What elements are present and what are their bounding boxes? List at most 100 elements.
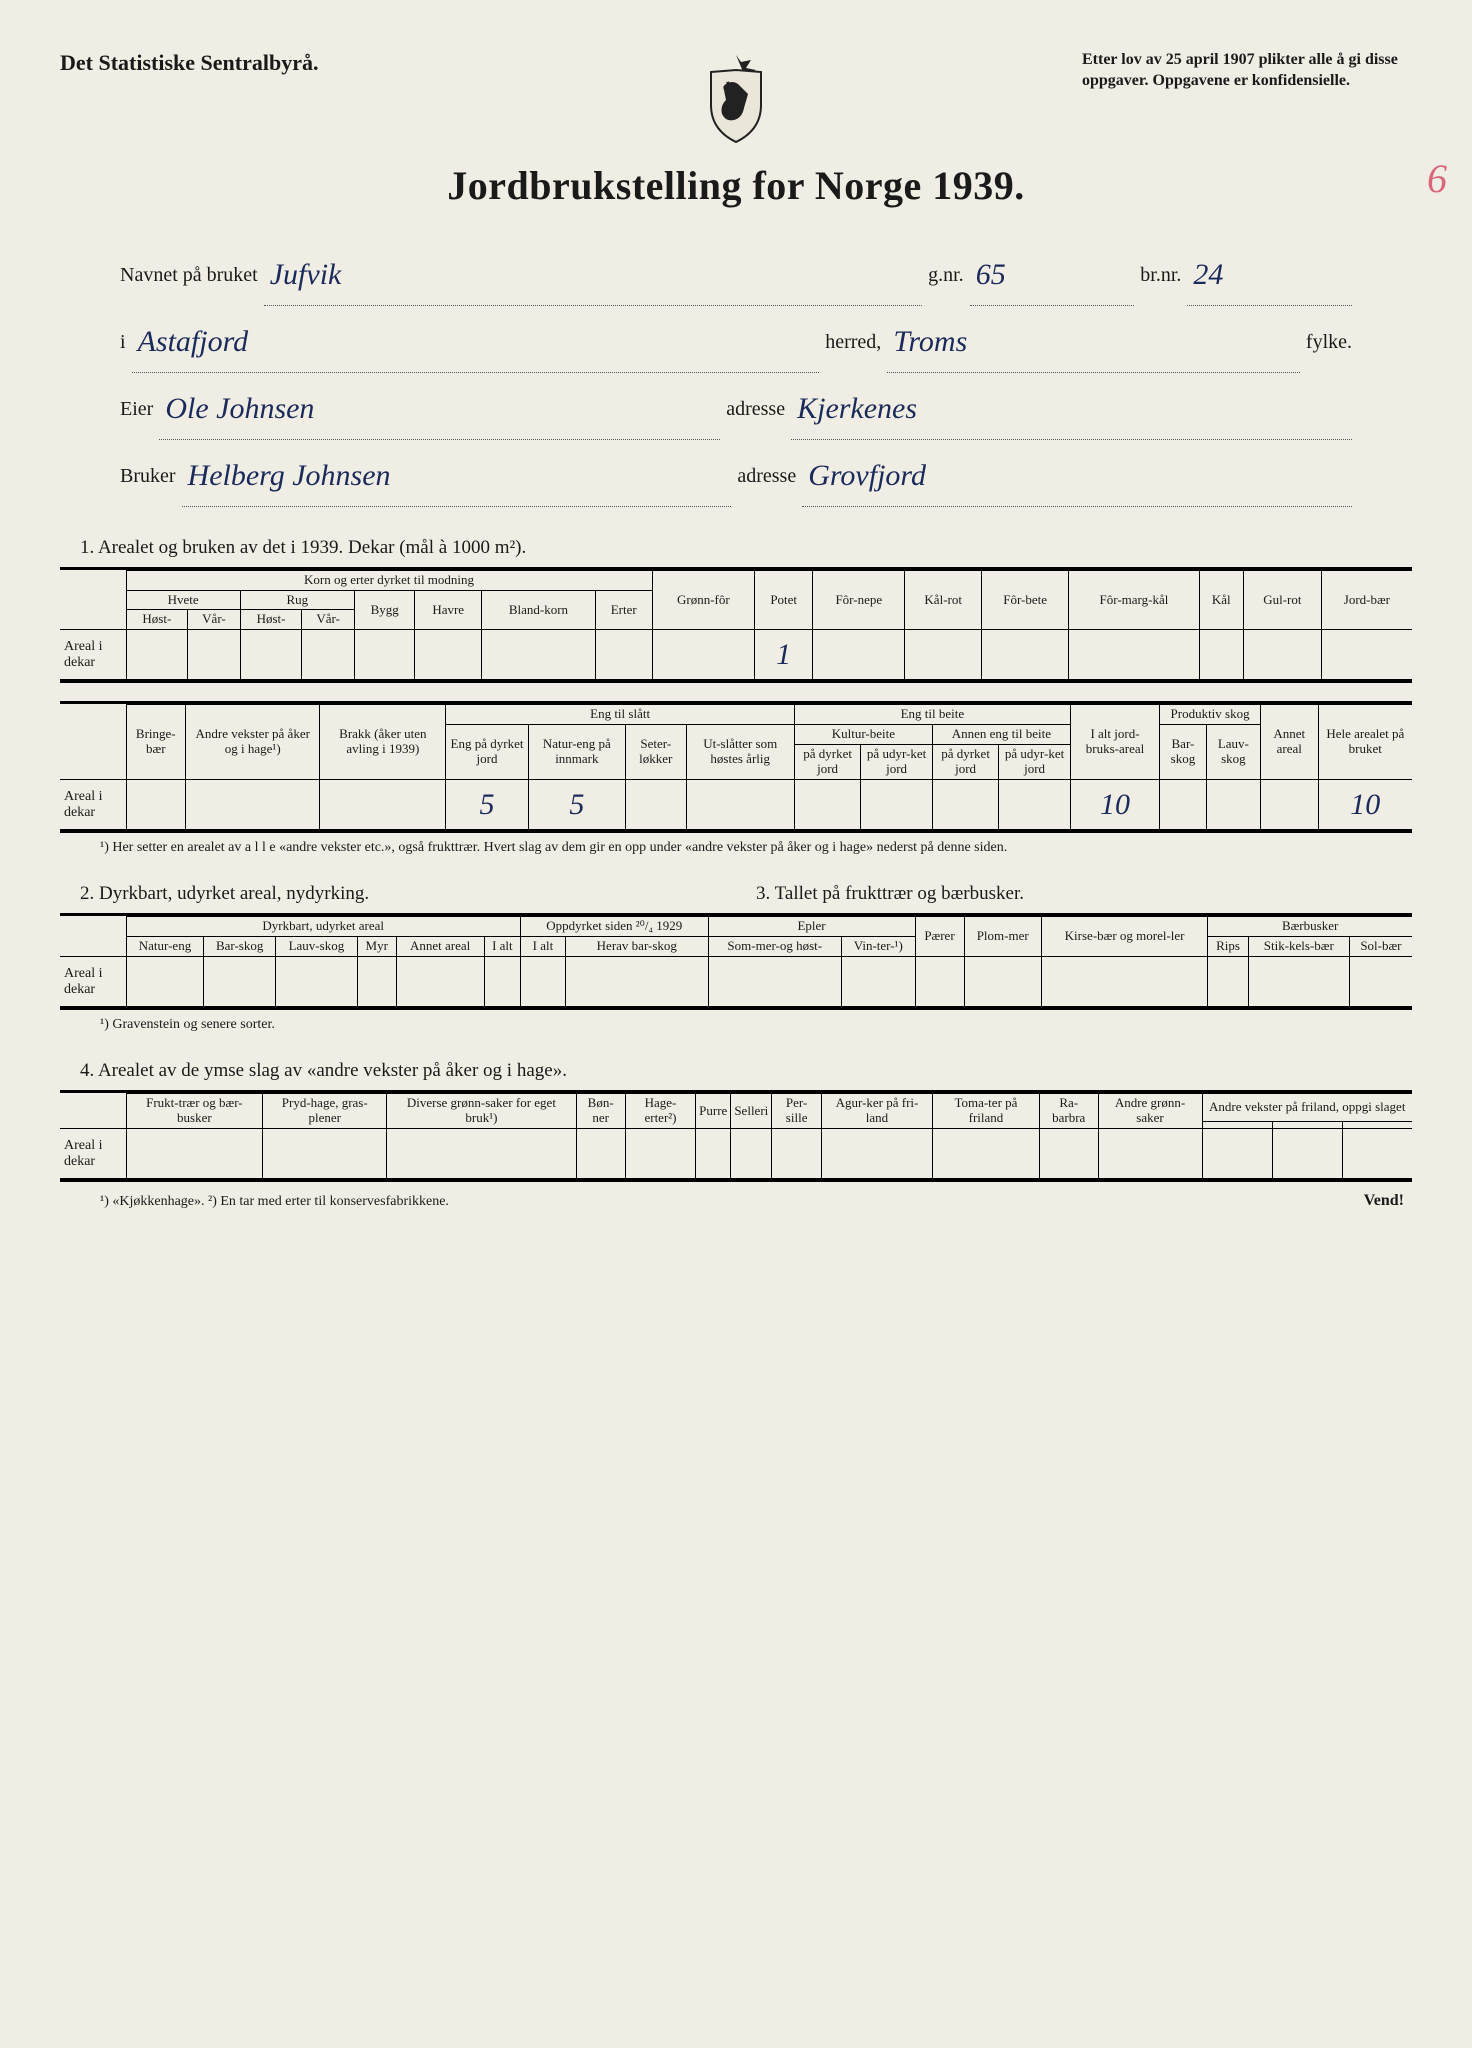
brnr-value: 24 (1187, 258, 1223, 291)
eng-dyrket-value: 5 (446, 780, 528, 830)
col-fornepe: Fôr-nepe (813, 570, 905, 630)
row-label: Areal i dekar (60, 780, 126, 830)
col-purre: Purre (696, 1094, 731, 1129)
row-label: Areal i dekar (60, 630, 126, 680)
gnr-value: 65 (970, 258, 1006, 291)
eier-adresse-label: adresse (726, 387, 785, 431)
col-rug-var: Vår- (302, 610, 355, 630)
bruker-value: Helberg Johnsen (182, 459, 391, 492)
col-sommer: Som-mer-og høst- (708, 937, 841, 957)
navnet-label: Navnet på bruket (120, 253, 258, 297)
col-kirsebaer: Kirse-bær og morel-ler (1041, 917, 1207, 957)
herred-label: herred, (825, 320, 881, 364)
col-persille: Per-sille (772, 1094, 822, 1129)
col-lauvskog2: Lauv-skog (275, 937, 357, 957)
col-myr: Myr (357, 937, 396, 957)
fylke-label: fylke. (1306, 320, 1352, 364)
col-seterlokker: Seter-løkker (626, 725, 687, 780)
col-hageerter: Hage-erter²) (625, 1094, 695, 1129)
col-hvete: Hvete (126, 590, 240, 610)
col-hvete-host: Høst- (126, 610, 188, 630)
col-vinter: Vin-ter-¹) (841, 937, 915, 957)
col-erter: Erter (595, 590, 652, 630)
col-solbaer: Sol-bær (1349, 937, 1412, 957)
document-header: Det Statistiske Sentralbyrå. Etter lov a… (60, 50, 1412, 92)
col-andre-gronn: Andre grønn-saker (1098, 1094, 1202, 1129)
col-forbete: Fôr-bete (981, 570, 1068, 630)
col-oppd-ialt: I alt (520, 937, 565, 957)
section4-title: 4. Arealet av de ymse slag av «andre vek… (80, 1060, 1412, 1082)
col-epler: Epler (708, 917, 915, 937)
col-lauvskog: Lauv-skog (1206, 725, 1260, 780)
page-number-handwritten: 6 (1427, 155, 1447, 202)
col-hvete-var: Vår- (188, 610, 241, 630)
col-baerbusker: Bærbusker (1208, 917, 1412, 937)
col-barskog: Bar-skog (1160, 725, 1207, 780)
section4-footnote: ¹) «Kjøkkenhage». ²) En tar med erter ti… (100, 1193, 449, 1211)
col-rug-host: Høst- (240, 610, 302, 630)
col-havre: Havre (415, 590, 482, 630)
herred-value: Astafjord (132, 325, 249, 358)
col-plommer: Plom-mer (964, 917, 1041, 957)
col-prydhage: Pryd-hage, gras-plener (263, 1094, 387, 1129)
natureng-value: 5 (528, 780, 625, 830)
col-gronnfor: Grønn-fôr (652, 570, 755, 630)
col-agurker: Agur-ker på fri-land (822, 1094, 933, 1129)
section3-title: 3. Tallet på frukttrær og bærbusker. (756, 883, 1412, 905)
col-hele-areal: Hele arealet på bruket (1318, 705, 1412, 780)
col-blandkorn: Bland-korn (482, 590, 596, 630)
eier-label: Eier (120, 387, 153, 431)
col-kulturbeite: Kultur-beite (794, 725, 932, 745)
col-rug: Rug (240, 590, 354, 610)
section1-title: 1. Arealet og bruken av det i 1939. Deka… (80, 537, 1412, 559)
bruker-label: Bruker (120, 454, 176, 498)
navnet-value: Jufvik (264, 258, 342, 291)
col-paerer: Pærer (915, 917, 964, 957)
farm-identity-block: Navnet på bruket Jufvik g.nr. 65 br.nr. … (120, 239, 1352, 507)
col-rabarbra: Ra-barbra (1039, 1094, 1098, 1129)
section2-3-table: Dyrkbart, udyrket areal Oppdyrket siden … (60, 916, 1412, 1007)
col-eng-beite: Eng til beite (794, 705, 1070, 725)
col-ialt2: I alt (484, 937, 520, 957)
col-formargkal: Fôr-marg-kål (1069, 570, 1199, 630)
col-gulrot: Gul-rot (1243, 570, 1321, 630)
brnr-label: br.nr. (1140, 253, 1181, 297)
norway-coat-of-arms-icon (696, 50, 776, 145)
law-notice: Etter lov av 25 april 1907 plikter alle … (1082, 50, 1412, 92)
col-kultur-udyrket: på udyr-ket jord (861, 745, 933, 780)
col-kalrot: Kål-rot (905, 570, 982, 630)
col-ialt-jordbruk: I alt jord-bruks-areal (1070, 705, 1159, 780)
col-andre-friland: Andre vekster på friland, oppgi slaget (1202, 1094, 1412, 1122)
row-label: Areal i dekar (60, 957, 126, 1007)
section2-title: 2. Dyrkbart, udyrket areal, nydyrking. (80, 883, 736, 905)
col-annen-dyrket: på dyrket jord (932, 745, 998, 780)
bruker-adresse-label: adresse (737, 454, 796, 498)
col-kal: Kål (1199, 570, 1243, 630)
gnr-label: g.nr. (928, 253, 964, 297)
turn-page-label: Vend! (1364, 1192, 1404, 1210)
fylke-value: Troms (887, 325, 967, 358)
col-annen-beite: Annen eng til beite (932, 725, 1070, 745)
col-selleri: Selleri (731, 1094, 772, 1129)
col-bonner: Bøn-ner (576, 1094, 625, 1129)
hele-value: 10 (1318, 780, 1412, 830)
col-bygg: Bygg (354, 590, 414, 630)
col-annen-udyrket: på udyr-ket jord (999, 745, 1071, 780)
eier-adresse-value: Kjerkenes (791, 392, 917, 425)
eier-value: Ole Johnsen (159, 392, 314, 425)
section1-footnote: ¹) Her setter en arealet av a l l e «and… (100, 839, 1412, 857)
ialt-value: 10 (1070, 780, 1159, 830)
potet-value: 1 (755, 630, 813, 680)
col-eng-dyrket: Eng på dyrket jord (446, 725, 528, 780)
col-herav-barskog: Herav bar-skog (566, 937, 709, 957)
col-kultur-dyrket: på dyrket jord (794, 745, 860, 780)
col-frukttraer: Frukt-trær og bær-busker (126, 1094, 263, 1129)
col-prod-skog: Produktiv skog (1160, 705, 1261, 725)
section4-table: Frukt-trær og bær-busker Pryd-hage, gras… (60, 1093, 1412, 1179)
section1-table-b: Bringe-bær Andre vekster på åker og i ha… (60, 704, 1412, 830)
section3-footnote: ¹) Gravenstein og senere sorter. (100, 1016, 1412, 1034)
agency-name: Det Statistiske Sentralbyrå. (60, 50, 318, 76)
col-barskog2: Bar-skog (204, 937, 275, 957)
col-utslatter: Ut-slåtter som høstes årlig (686, 725, 794, 780)
col-eng-slatt: Eng til slått (446, 705, 795, 725)
